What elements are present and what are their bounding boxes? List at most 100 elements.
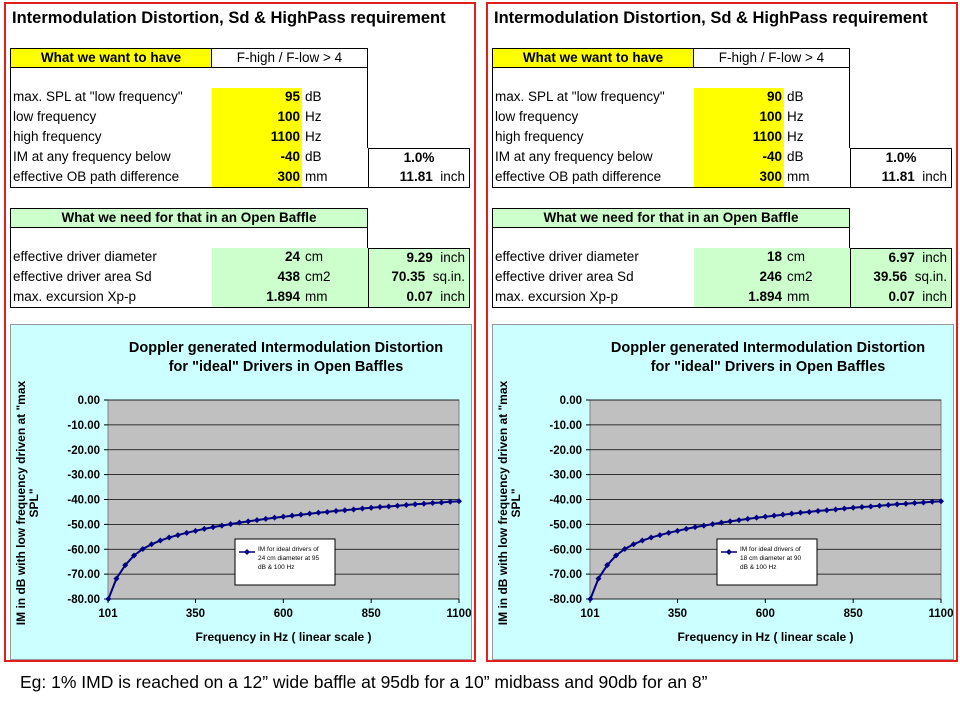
data-point	[280, 513, 287, 520]
data-point	[815, 507, 822, 514]
data-point	[744, 515, 751, 522]
output-value2: 0.07 inch	[850, 288, 952, 308]
output-value: 1.894	[212, 288, 302, 308]
x-axis-label: Frequency in Hz ( linear scale )	[677, 630, 853, 644]
output-label: max. excursion Xp-p	[492, 288, 694, 308]
data-point	[271, 514, 278, 521]
legend-label-line: IM for ideal drivers of	[258, 546, 319, 553]
x-axis-label: Frequency in Hz ( linear scale )	[195, 630, 371, 644]
chart-title-line: for "ideal" Drivers in Open Baffles	[651, 359, 886, 375]
input-unit: Hz	[302, 128, 368, 148]
y-tick-label: -50.00	[67, 519, 100, 531]
y-axis-label-line: SPL"	[509, 488, 523, 517]
data-point	[771, 512, 778, 519]
y-axis-label-line: SPL"	[27, 488, 41, 517]
legend-label-line: 18 cm diameter at 90	[740, 555, 801, 562]
x-tick-label: 600	[756, 608, 775, 620]
data-point	[823, 507, 830, 514]
data-point	[639, 537, 646, 544]
data-point	[262, 515, 269, 522]
input-unit: dB	[787, 149, 804, 164]
want-header: What we want to have	[10, 48, 212, 68]
output-value2: 9.29 inch	[368, 248, 470, 268]
input-value[interactable]: 95	[212, 88, 302, 108]
data-point	[227, 521, 234, 528]
input-unit: Hz	[784, 108, 850, 128]
data-point	[648, 534, 655, 541]
data-point	[762, 513, 769, 520]
data-point	[201, 525, 208, 532]
output-value2-unit: inch	[922, 289, 947, 304]
legend-label-line: dB & 100 Hz	[740, 564, 777, 571]
data-point	[183, 529, 190, 536]
data-point	[894, 501, 901, 508]
y-tick-label: -20.00	[67, 445, 100, 457]
output-unit: mm	[784, 288, 850, 308]
input-value[interactable]: 100	[694, 108, 784, 128]
data-point	[700, 522, 707, 529]
data-point	[876, 502, 883, 509]
path-inch-value: 11.81	[399, 169, 433, 184]
x-tick-label: 101	[580, 608, 600, 620]
data-point	[656, 532, 663, 539]
data-point	[630, 541, 637, 548]
output-value: 24	[212, 248, 302, 268]
input-value[interactable]: 1100	[212, 128, 302, 148]
ratio-note: F-high / F-low > 4	[694, 48, 850, 68]
data-point	[456, 498, 462, 505]
x-tick-label: 101	[98, 608, 118, 620]
x-tick-label: 850	[362, 608, 381, 620]
y-tick-label: 0.00	[560, 395, 582, 407]
x-tick-label: 1100	[929, 608, 953, 620]
caption: Eg: 1% IMD is reached on a 12” wide baff…	[20, 672, 708, 692]
input-value[interactable]: 90	[694, 88, 784, 108]
input-label: IM at any frequency below	[10, 148, 212, 168]
input-value[interactable]: 300	[212, 168, 302, 188]
output-label: effective driver area Sd	[10, 268, 212, 288]
input-value[interactable]: 300	[694, 168, 784, 188]
input-label: low frequency	[10, 108, 212, 128]
input-unit: Hz	[302, 108, 368, 128]
data-point	[412, 501, 419, 508]
data-point	[385, 503, 392, 510]
data-point	[727, 518, 734, 525]
data-point	[841, 505, 848, 512]
input-value[interactable]: -40	[694, 148, 784, 168]
output-value2-number: 6.97	[888, 250, 915, 265]
data-point	[394, 502, 401, 509]
data-point	[911, 499, 918, 506]
y-tick-label: -80.00	[549, 594, 582, 606]
output-label: effective driver diameter	[492, 248, 694, 268]
inputs-block-right-edge	[364, 68, 368, 88]
input-unit: dB	[302, 88, 368, 108]
panel-title: Intermodulation Distortion, Sd & HighPas…	[494, 9, 928, 27]
data-point	[665, 529, 672, 536]
right-panel: Intermodulation Distortion, Sd & HighPas…	[486, 2, 958, 662]
data-point	[122, 562, 129, 569]
outputs-block-left-edge	[492, 228, 493, 248]
y-tick-label: -80.00	[67, 594, 100, 606]
inputs-block-left-edge	[492, 68, 493, 88]
y-tick-label: 0.00	[78, 395, 100, 407]
output-unit: cm	[784, 248, 850, 268]
input-value[interactable]: 1100	[694, 128, 784, 148]
outputs-block-right-edge	[364, 228, 368, 248]
data-point	[350, 506, 357, 513]
legend-swatch-marker	[726, 549, 732, 555]
data-point	[420, 500, 427, 507]
data-point	[105, 596, 112, 602]
legend-box	[234, 538, 336, 586]
input-label: effective OB path difference	[492, 168, 694, 188]
input-unit: dB	[784, 88, 850, 108]
legend-swatch-marker	[244, 549, 250, 555]
legend-label-line: 24 cm diameter at 95	[258, 555, 319, 562]
output-value2-unit: inch	[922, 250, 947, 265]
input-value[interactable]: -40	[212, 148, 302, 168]
y-tick-label: -30.00	[549, 470, 582, 482]
data-point	[604, 562, 611, 569]
input-value[interactable]: 100	[212, 108, 302, 128]
input-label: low frequency	[492, 108, 694, 128]
outputs-block-right-edge	[846, 228, 850, 248]
data-point	[613, 552, 619, 559]
data-point	[333, 507, 340, 514]
